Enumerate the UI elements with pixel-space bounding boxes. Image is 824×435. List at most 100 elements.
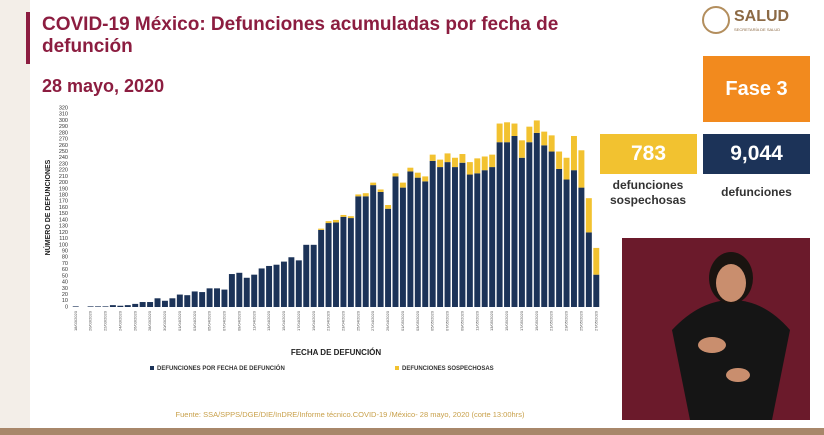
bar-segment — [72, 306, 79, 307]
bar-segment — [377, 189, 384, 192]
bar-segment — [184, 295, 191, 307]
y-tick-label: 210 — [59, 174, 68, 180]
phase-box — [703, 56, 810, 122]
bar-segment — [407, 167, 414, 172]
bar-segment — [214, 288, 220, 307]
y-tick-label: 120 — [59, 230, 68, 236]
x-tick-label: 13/04/2020 — [266, 310, 271, 331]
bar-segment — [399, 182, 406, 188]
bar-segment — [548, 135, 555, 152]
bar-segment — [251, 274, 258, 307]
bar-segment — [548, 151, 555, 307]
bar-segment — [474, 173, 481, 307]
bar-segment — [444, 162, 451, 307]
logo-subtext: SECRETARÍA DE SALUD — [734, 27, 781, 32]
bar-segment — [385, 205, 392, 209]
bar-segment — [474, 158, 481, 174]
x-tick-label: 19/05/2020 — [534, 310, 539, 331]
x-tick-label: 03/05/2020 — [415, 310, 420, 331]
bar-segment — [496, 123, 503, 143]
x-tick-label: 19/04/2020 — [311, 310, 316, 331]
x-tick-label: 01/04/2020 — [177, 310, 182, 331]
interpreter-video — [622, 238, 810, 420]
y-tick-label: 150 — [59, 211, 68, 217]
bar-segment — [325, 221, 332, 224]
legend-label: DEFUNCIONES SOSPECHOSAS — [402, 366, 494, 372]
bar-segment — [139, 302, 146, 307]
legend-swatch — [150, 366, 154, 370]
bar-segment — [325, 223, 332, 307]
bar-segment — [355, 196, 362, 307]
x-tick-label: 26/03/2020 — [132, 310, 137, 331]
bar-segment — [102, 306, 109, 307]
y-tick-label: 240 — [59, 155, 68, 161]
bar-segment — [362, 196, 369, 307]
x-tick-label: 30/03/2020 — [162, 310, 167, 331]
y-tick-label: 90 — [62, 248, 68, 254]
y-tick-label: 0 — [65, 304, 68, 310]
y-tick-label: 290 — [59, 124, 68, 130]
bar-segment — [459, 162, 466, 307]
bar-segment — [176, 294, 183, 307]
y-tick-label: 300 — [59, 118, 68, 124]
bar-segment — [578, 187, 585, 307]
y-tick-label: 170 — [59, 199, 68, 205]
source-note: Fuente: SSA/SPPS/DGE/DIE/InDRE/Informe t… — [175, 410, 525, 419]
x-tick-label: 05/04/2020 — [207, 310, 212, 331]
bar-segment — [370, 185, 377, 307]
bar-segment — [429, 154, 436, 161]
bar-segment — [377, 191, 384, 307]
bar-segment — [526, 126, 533, 143]
bar-segment — [109, 305, 116, 307]
legend-swatch — [395, 366, 399, 370]
y-tick-label: 160 — [59, 205, 68, 211]
bar-segment — [481, 156, 488, 171]
bar-segment — [169, 298, 176, 307]
bottom-strip — [0, 428, 824, 435]
x-tick-label: 05/05/2020 — [430, 310, 435, 331]
bar-segment — [414, 172, 421, 178]
bar-segment — [288, 257, 295, 307]
bar-segment — [280, 261, 287, 307]
bar-segment — [370, 182, 377, 186]
y-tick-label: 50 — [62, 273, 68, 279]
x-axis-title: FECHA DE DEFUNCIÓN — [291, 348, 382, 357]
x-tick-label: 23/04/2020 — [340, 310, 345, 331]
bar-segment — [310, 244, 317, 307]
bar-segment — [266, 265, 273, 307]
x-tick-label: 17/04/2020 — [296, 310, 301, 331]
x-tick-label: 01/05/2020 — [400, 310, 405, 331]
bar-segment — [504, 122, 511, 143]
bar-segment — [399, 187, 406, 307]
bar-segment — [221, 289, 228, 307]
bar-segment — [228, 274, 235, 307]
y-tick-label: 70 — [62, 261, 68, 267]
bar-segment — [489, 154, 496, 168]
bar-segment — [585, 232, 592, 307]
bar-segment — [526, 142, 533, 307]
x-tick-label: 13/05/2020 — [489, 310, 494, 331]
x-tick-label: 27/05/2020 — [593, 310, 598, 331]
bar-segment — [466, 162, 473, 175]
stat-box — [703, 134, 810, 174]
y-tick-label: 60 — [62, 267, 68, 273]
bar-segment — [422, 176, 429, 182]
bar-segment — [452, 167, 458, 307]
x-tick-label: 17/05/2020 — [519, 310, 524, 331]
x-tick-label: 29/04/2020 — [385, 310, 390, 331]
x-tick-label: 21/04/2020 — [326, 310, 331, 331]
bar-segment — [518, 157, 525, 307]
bar-segment — [318, 228, 325, 230]
y-tick-label: 260 — [59, 143, 68, 149]
bar-segment — [161, 300, 168, 307]
bar-segment — [318, 229, 325, 307]
stat-value: 783 — [630, 142, 667, 165]
y-tick-label: 280 — [59, 130, 68, 136]
bar-segment — [407, 171, 414, 307]
bar-segment — [340, 214, 347, 217]
bar-segment — [533, 132, 540, 307]
y-tick-label: 190 — [59, 186, 68, 192]
x-tick-label: 15/05/2020 — [504, 310, 509, 331]
stat-label: defunciones — [721, 185, 792, 199]
stat-box — [600, 134, 697, 174]
